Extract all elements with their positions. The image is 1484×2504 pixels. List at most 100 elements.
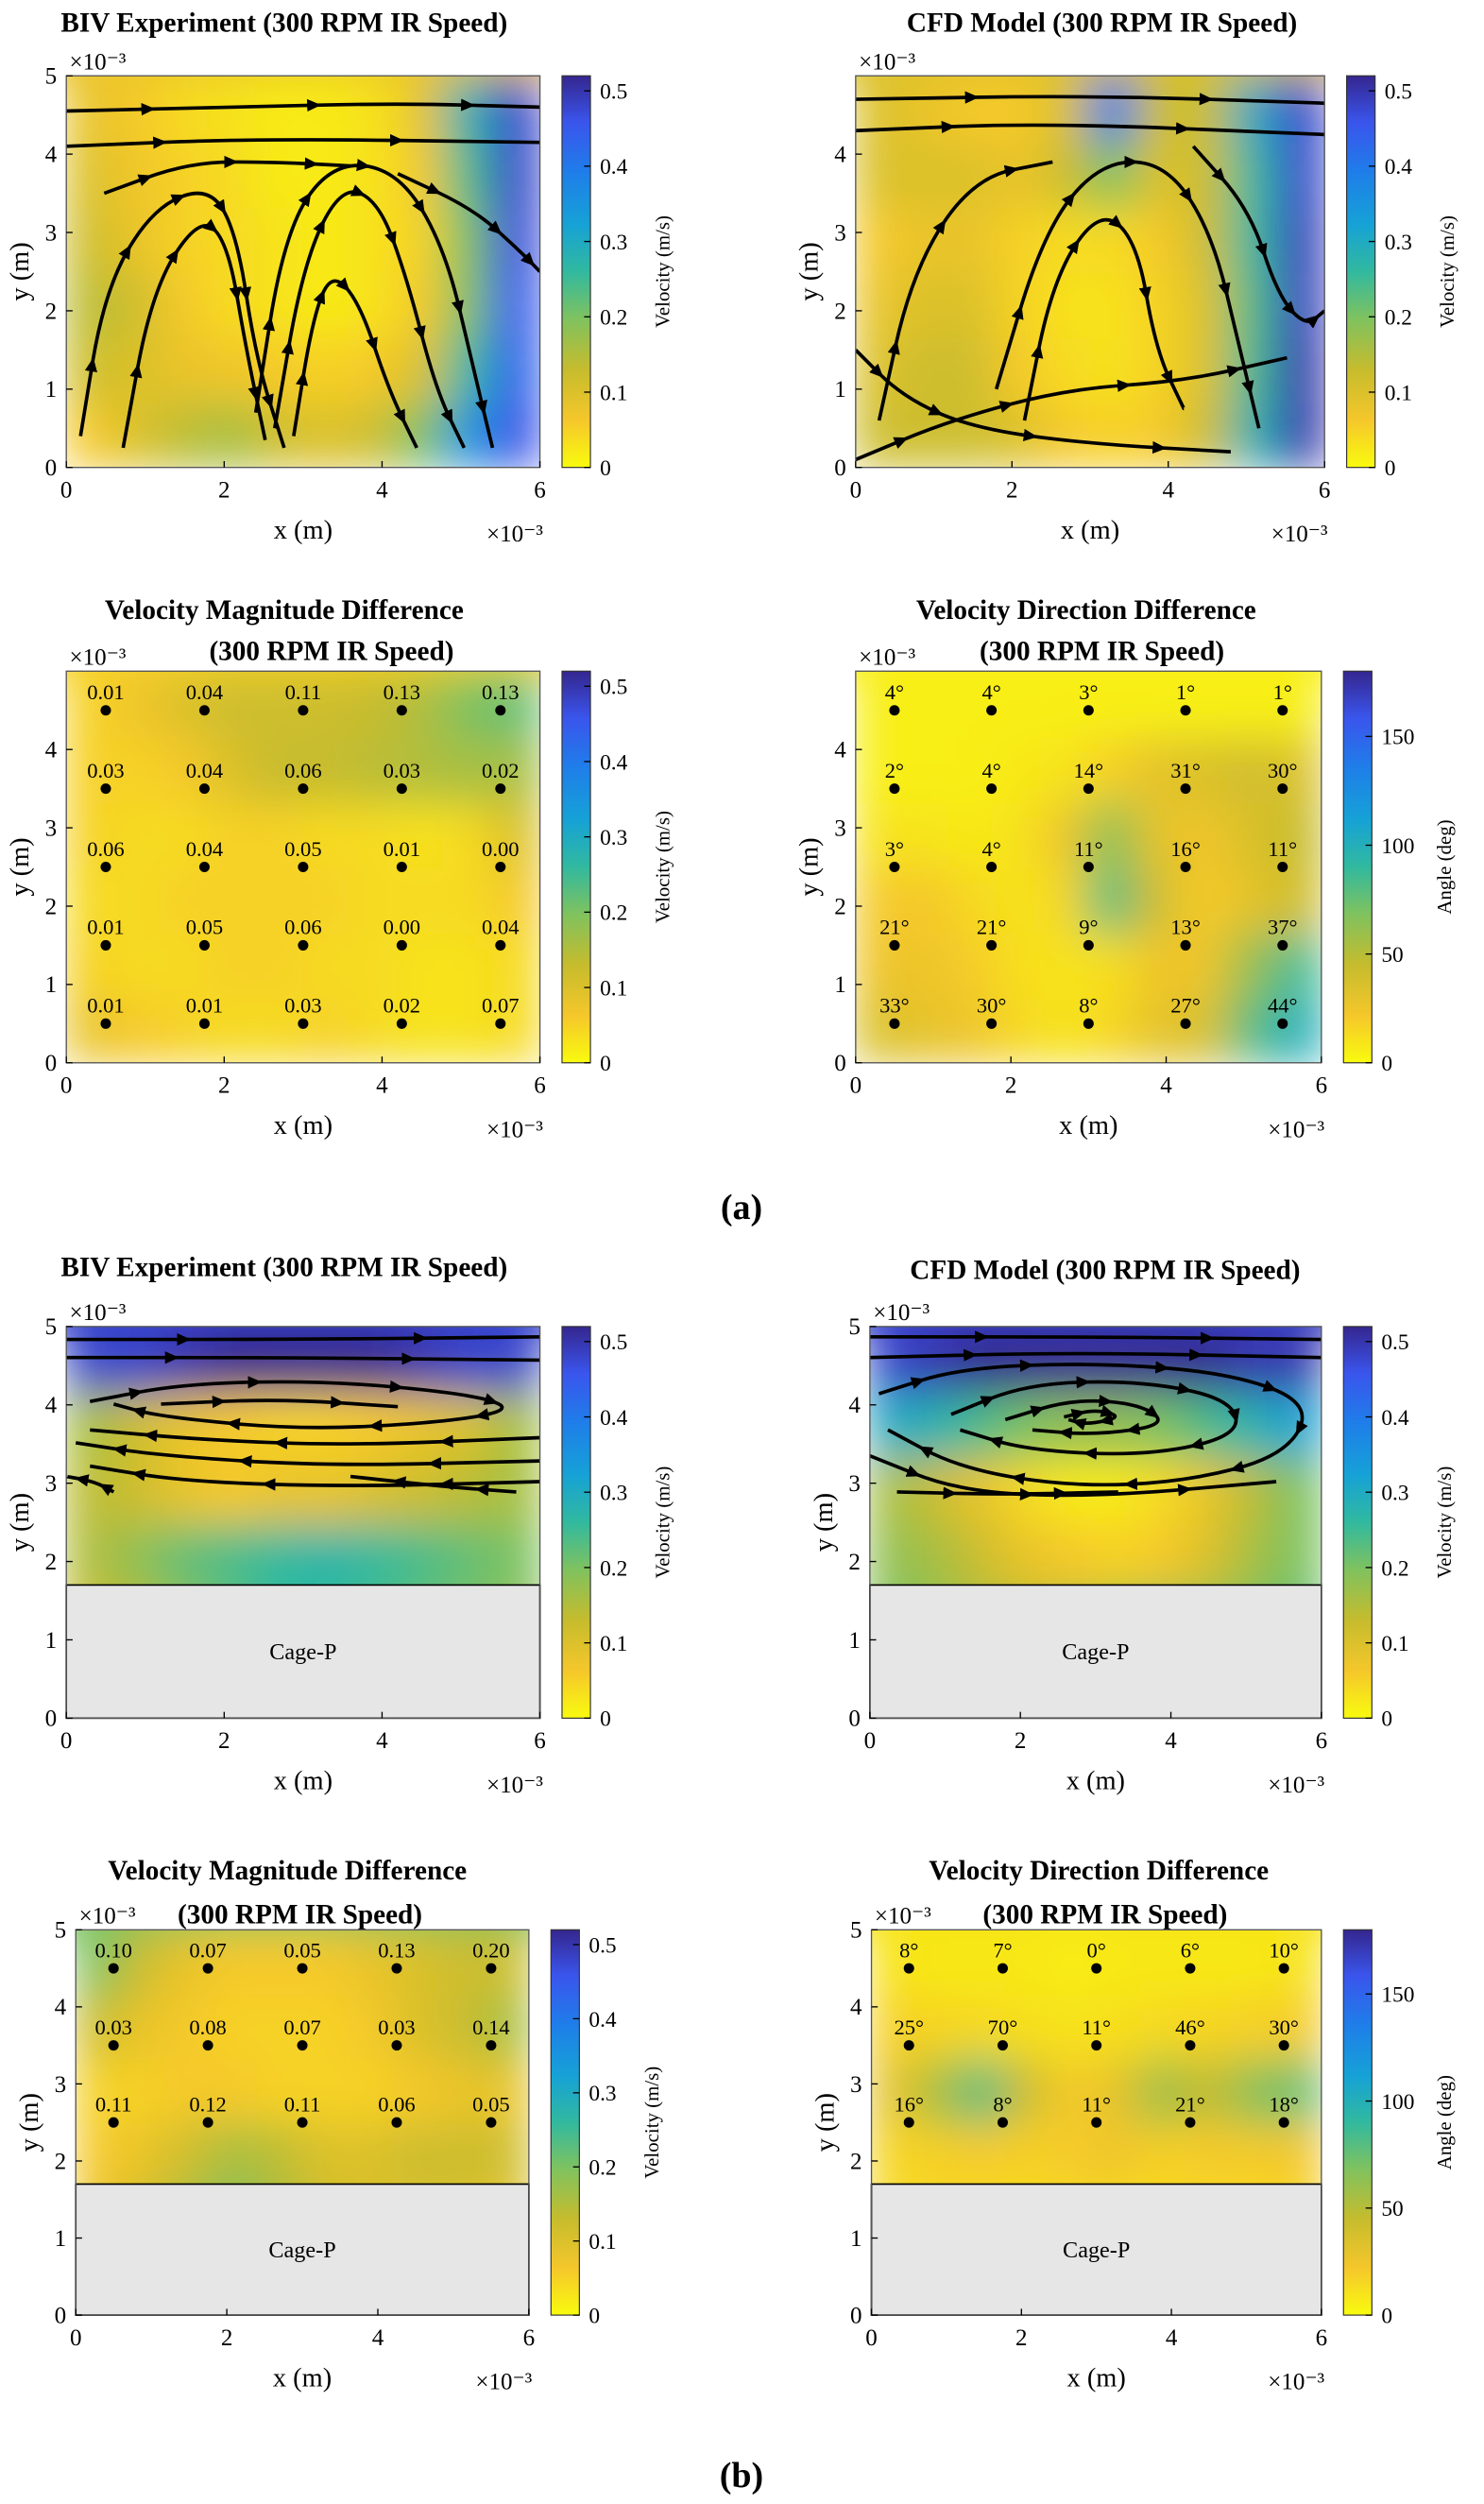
sample-point — [1083, 1018, 1094, 1029]
heat-cell — [482, 2056, 529, 2124]
sample-point — [1185, 2117, 1196, 2128]
streamline — [66, 1351, 540, 1365]
y-exponent: ×10⁻³ — [873, 1300, 930, 1326]
heat-cell — [1229, 1455, 1278, 1524]
streamline — [161, 1395, 399, 1409]
cage-label: Cage-P — [1062, 1639, 1129, 1665]
y-tick-label: 4 — [45, 142, 58, 167]
x-tick-label: 6 — [523, 2325, 536, 2351]
y-tick-label: 0 — [834, 455, 846, 481]
heat-cell — [301, 671, 352, 739]
sample-label: 27° — [1170, 994, 1201, 1018]
x-axis-label: x (m) — [1061, 516, 1119, 545]
colorbar-gradient — [1342, 670, 1373, 1064]
heat-cell — [301, 269, 352, 339]
sample-point — [1180, 783, 1191, 795]
y-exponent: ×10⁻³ — [70, 645, 127, 671]
heat-cell — [995, 269, 1046, 339]
heat-cell — [1229, 2120, 1278, 2188]
sample-point — [495, 705, 506, 716]
heat-cell — [159, 799, 211, 869]
heat-cell — [159, 400, 211, 468]
x-tick-label: 4 — [372, 2325, 384, 2351]
heat-cell — [1229, 2056, 1278, 2124]
heat-cell — [254, 1520, 305, 1589]
heat-cell — [1275, 400, 1325, 468]
heat-cell — [947, 139, 998, 209]
y-tick-label: 3 — [45, 220, 58, 246]
y-tick-label: 3 — [45, 1471, 58, 1497]
cage-label: Cage-P — [1063, 2238, 1130, 2263]
y-exponent: ×10⁻³ — [875, 1904, 931, 1929]
heat-cell — [1134, 400, 1185, 468]
sample-label: 16° — [1170, 837, 1201, 861]
heat-cell — [871, 2120, 918, 2188]
heat-cell — [1139, 2120, 1188, 2188]
heat-cell — [1182, 334, 1233, 404]
heat-cell — [1182, 400, 1233, 468]
streamline — [896, 1486, 1118, 1501]
heat-cell — [913, 1520, 963, 1589]
sample-label: 3° — [885, 837, 904, 861]
streamline — [855, 349, 1232, 454]
heat-cell — [111, 1520, 163, 1589]
heat-cell — [66, 671, 116, 739]
y-tick-label: 3 — [850, 2072, 862, 2098]
sample-label: 7° — [993, 1938, 1012, 1962]
heat-cell — [396, 1520, 447, 1589]
x-tick-label: 2 — [218, 477, 230, 503]
sample-label: 0° — [1087, 1938, 1106, 1962]
colorbar-tick-label: 0 — [600, 456, 611, 481]
x-tick-label: 0 — [864, 1728, 877, 1754]
heat-cell — [1272, 996, 1322, 1063]
heat-cell — [301, 734, 352, 804]
heat-cell — [391, 1929, 440, 1996]
streamline — [66, 133, 540, 149]
heat-cell — [1041, 139, 1092, 209]
heat-cell — [349, 996, 400, 1063]
sample-label: 21° — [977, 916, 1007, 939]
heat-cell — [396, 799, 447, 869]
y-tick-label: 5 — [850, 1918, 862, 1944]
heat-cell — [1004, 2056, 1053, 2124]
heat-cell — [1041, 76, 1092, 143]
heat-cell — [1049, 1992, 1099, 2060]
heat-cell — [900, 799, 951, 869]
heat-cell — [1086, 671, 1137, 739]
heat-cell — [1133, 930, 1184, 1000]
heat-cell — [396, 204, 447, 274]
heat-cell — [436, 2120, 486, 2188]
y-tick-label: 4 — [45, 1393, 58, 1418]
heat-cell — [206, 734, 258, 804]
sample-point — [100, 862, 111, 873]
sample-label: 0.11 — [285, 680, 322, 704]
sample-point — [202, 1963, 213, 1974]
sample-label: 0.05 — [283, 1938, 320, 1962]
heat-cell — [1088, 76, 1139, 143]
heat-cell — [1049, 1929, 1099, 1996]
heat-cell — [1226, 930, 1277, 1000]
colorbar-tick-label: 0 — [600, 1052, 611, 1076]
x-tick-label: 2 — [1015, 1728, 1027, 1754]
heat-cell — [1139, 2056, 1188, 2124]
heat-cell — [490, 865, 540, 935]
colorbar-tick-label: 0.5 — [600, 80, 627, 105]
heat-cell — [1003, 1520, 1052, 1589]
heat-cell — [391, 2056, 440, 2124]
y-tick-label: 2 — [45, 1550, 58, 1575]
heat-cell — [210, 1992, 259, 2060]
colorbar-label: Velocity (m/s) — [1433, 1466, 1456, 1579]
heat-cell — [255, 1992, 304, 2060]
sample-point — [100, 783, 111, 795]
sample-point — [100, 1018, 111, 1029]
heat-cell — [66, 996, 116, 1063]
sample-point — [1083, 783, 1094, 795]
heat-cell — [482, 1929, 529, 1996]
sample-label: 11° — [1074, 837, 1103, 861]
y-tick-label: 1 — [45, 1628, 58, 1654]
colorbar-tick-label: 0.2 — [600, 901, 627, 926]
sample-label: 0.01 — [87, 680, 124, 704]
heat-cell — [206, 671, 258, 739]
sample-point — [986, 939, 998, 951]
